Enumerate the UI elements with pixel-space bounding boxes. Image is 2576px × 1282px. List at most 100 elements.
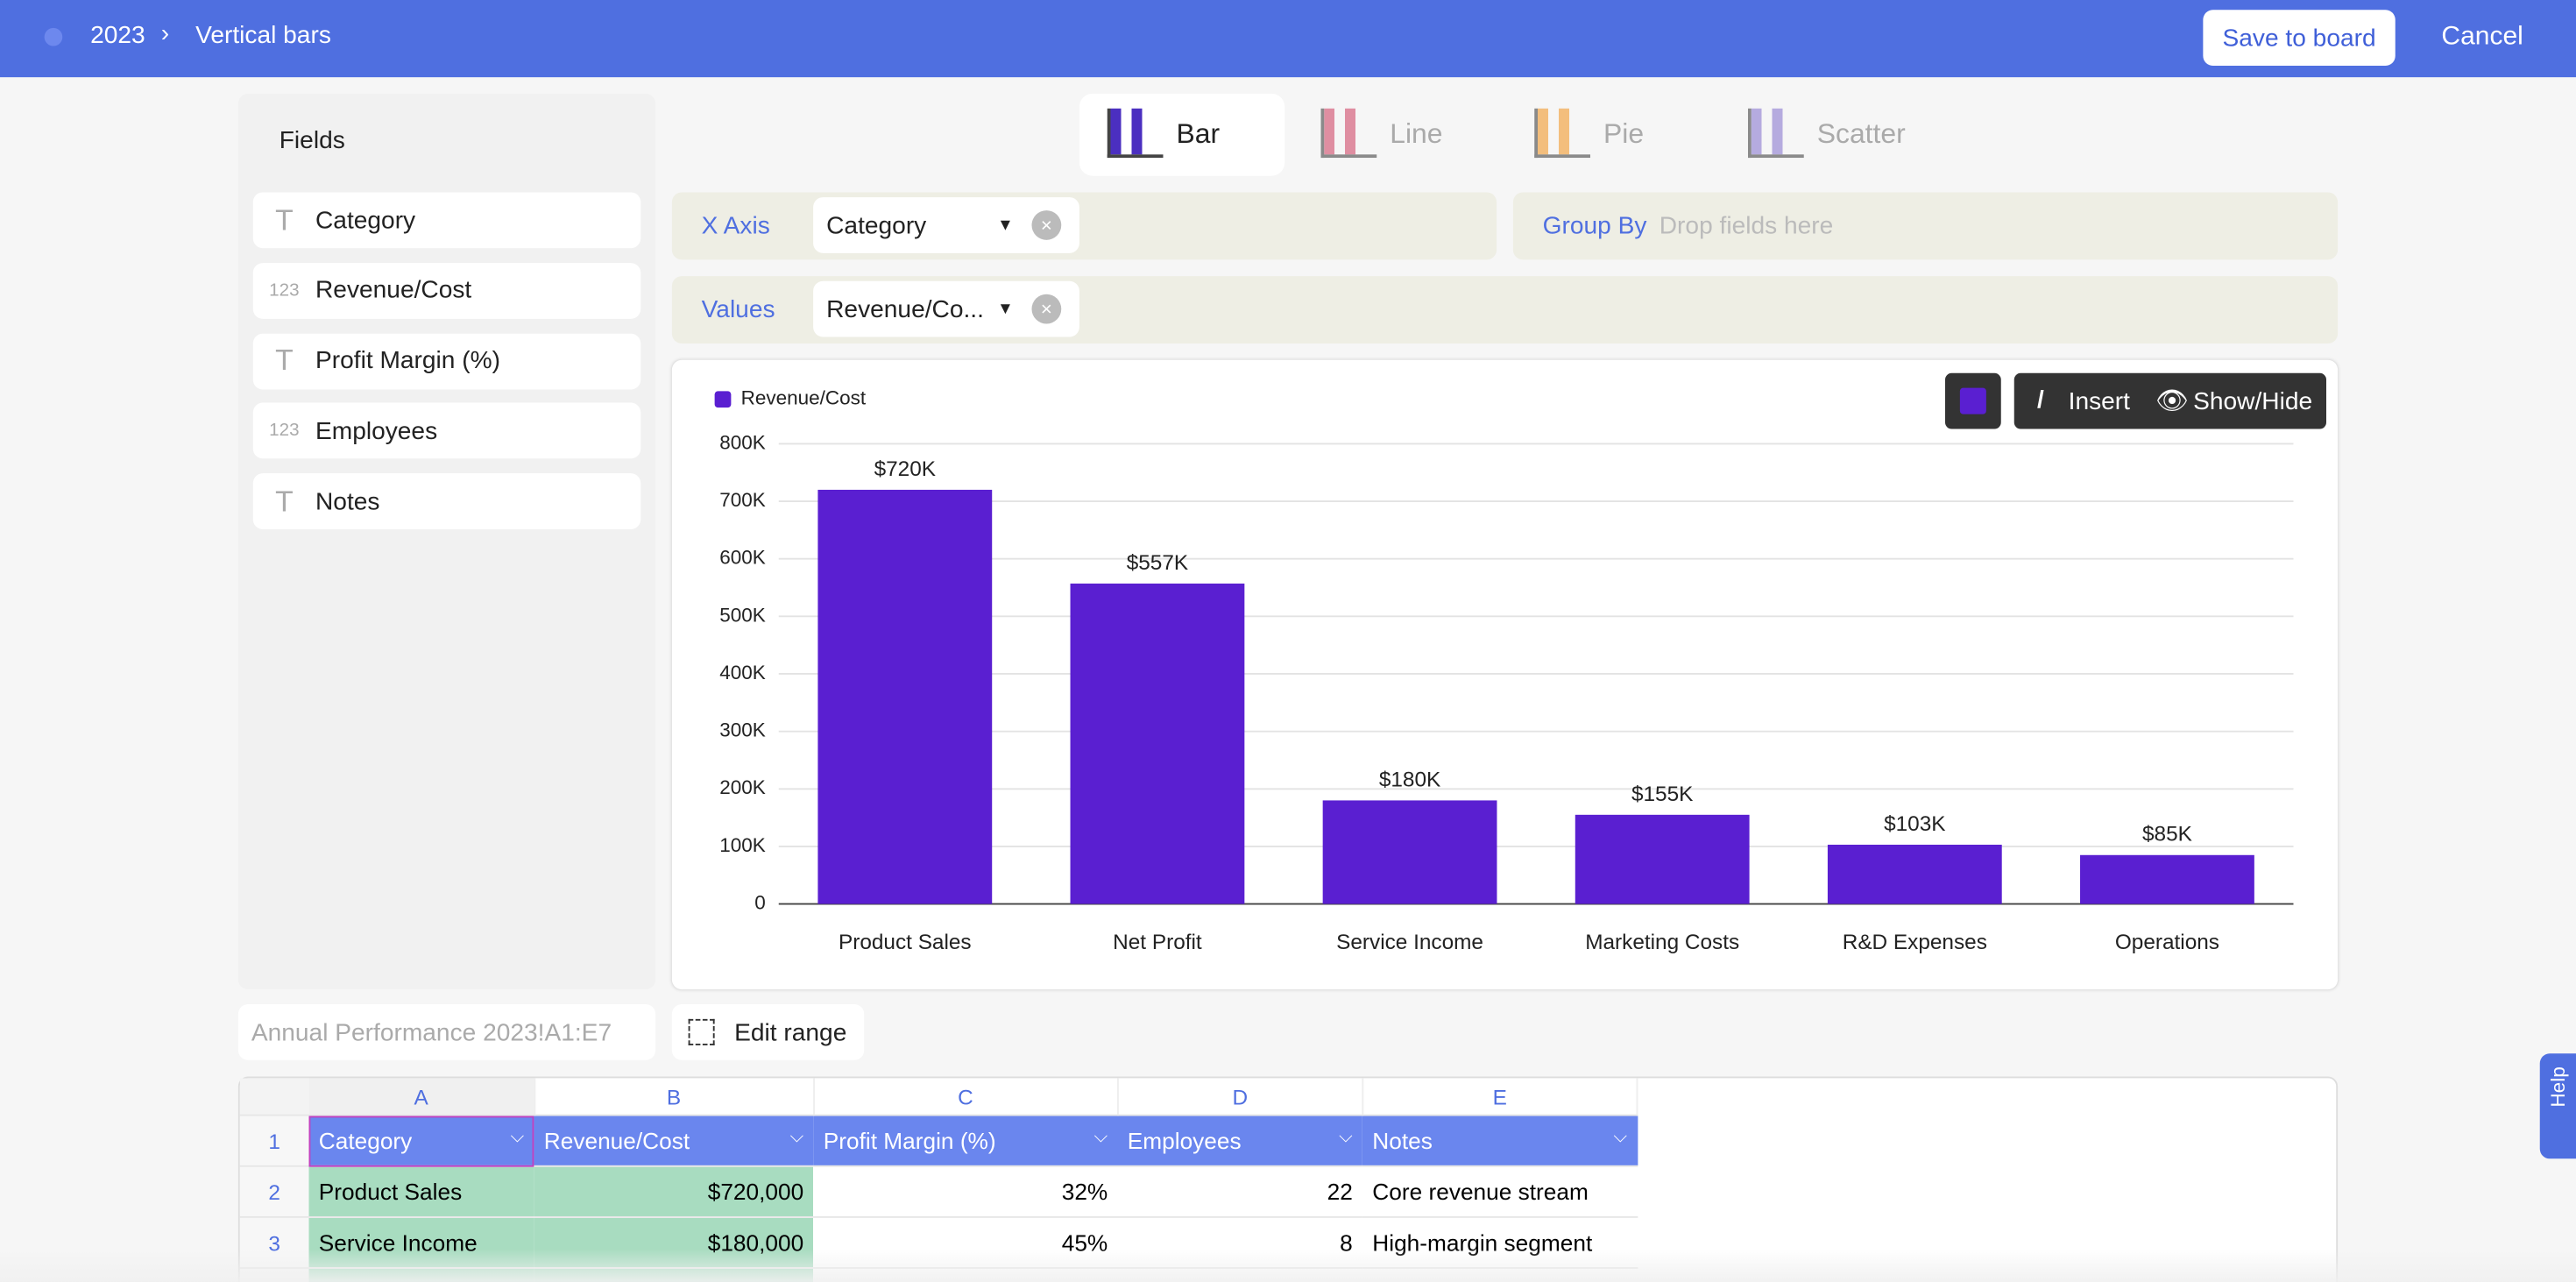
field[interactable]: 123 Revenue/Cost <box>252 262 641 319</box>
x-tick-label: Net Profit <box>1113 931 1202 954</box>
value-label: $155K <box>1631 783 1693 806</box>
x-axis-chip[interactable]: Category ▼ × <box>813 197 1079 253</box>
bar <box>1827 844 2002 904</box>
help-tab[interactable]: Help <box>2539 1053 2576 1159</box>
x-tick-label: Service Income <box>1336 931 1483 954</box>
y-tick-label: 500K <box>719 604 766 626</box>
y-tick-label: 400K <box>719 662 766 683</box>
field-name: Revenue/Cost <box>315 276 472 305</box>
chart-type-tab[interactable]: Scatter <box>1816 118 1906 150</box>
field-icon: 123 <box>269 421 300 442</box>
dropdown: ⌵ <box>1093 1127 1108 1148</box>
cancel-button[interactable]: Cancel <box>2441 23 2523 52</box>
column-letter: B <box>534 1078 815 1116</box>
group-by-placeholder: Drop fields here <box>1659 211 1834 240</box>
tab-icon <box>1534 108 1590 159</box>
tab-icon <box>1748 108 1804 159</box>
bar <box>1575 814 1750 904</box>
corner <box>239 1078 309 1116</box>
y-tick-label: 0 <box>754 892 766 914</box>
insert-button[interactable]: Insert <box>2068 387 2130 416</box>
field-name: Category <box>315 206 416 235</box>
range-input[interactable]: Annual Performance 2023!A1:E7 <box>237 1003 656 1060</box>
cell: Core revenue stream <box>1362 1165 1638 1218</box>
bar <box>1322 800 1497 904</box>
row-number: 1 <box>239 1115 309 1167</box>
x-tick-label: Marketing Costs <box>1585 931 1739 954</box>
bar <box>817 489 993 904</box>
row: 2 Product Sales $720,000 32% 22 Core revenue … <box>239 1165 1638 1218</box>
sheet-table: A B C D E 1 Category ⌵ Revenue/Cost ⌵ Profit Margi… <box>239 1078 1638 1282</box>
header-cell: Employees ⌵ <box>1117 1115 1363 1167</box>
y-tick-label: 600K <box>719 547 766 569</box>
chart-type-tab[interactable]: Pie <box>1603 118 1645 150</box>
cell: Product Sales <box>308 1165 534 1218</box>
value-label: $103K <box>1884 812 1945 836</box>
edit-range-button[interactable]: Edit range <box>671 1003 865 1060</box>
logo <box>44 27 63 46</box>
values-chip[interactable]: Revenue/Co... ▼ × <box>813 280 1079 337</box>
x-axis-zone <box>671 192 1497 260</box>
breadcrumb[interactable]: Vertical bars <box>195 21 331 50</box>
dropdown: ⌵ <box>1339 1127 1353 1148</box>
y-tick-label: 300K <box>719 719 766 741</box>
cell: 22 <box>1117 1165 1363 1218</box>
column-letter: D <box>1117 1078 1363 1116</box>
group-by-label: Group By <box>1542 211 1647 240</box>
chip-text: Category <box>826 211 927 239</box>
row-number: 2 <box>239 1165 309 1218</box>
chart: 0 100K 200K 300K 400K 500K 600K 700K 800K Revenue… <box>714 387 2294 954</box>
bar <box>2080 854 2254 904</box>
chart-toolbar: / Insert 👁 Show/Hide <box>2013 372 2326 429</box>
show-hide-button[interactable]: Show/Hide <box>2193 387 2313 416</box>
row: 1 Category ⌵ Revenue/Cost ⌵ Profit Margin (%)… <box>239 1115 1638 1167</box>
field[interactable]: 123 Employees <box>252 403 641 460</box>
value-label: $85K <box>2142 823 2192 846</box>
field-icon: T <box>275 202 294 237</box>
chart-card: 0 100K 200K 300K 400K 500K 600K 700K 800K Revenue… <box>671 359 2339 990</box>
field[interactable]: T Notes <box>252 473 641 530</box>
breadcrumb[interactable]: 2023 <box>90 21 145 50</box>
help-text: Help <box>2546 1066 2570 1108</box>
x-tick-label: Operations <box>2115 931 2219 954</box>
field-icon: T <box>275 484 294 518</box>
bar <box>1070 583 1245 904</box>
header-cell: Category ⌵ <box>308 1115 534 1167</box>
dropdown: ⌵ <box>1613 1127 1628 1148</box>
chart-type-tab[interactable]: Line <box>1390 118 1443 150</box>
values-label: Values <box>701 295 775 324</box>
chart-type-tab[interactable]: Bar <box>1176 118 1221 150</box>
top-bar: 2023 › Vertical bars Save to board Cance… <box>0 0 2576 78</box>
sheet: A B C D E 1 Category ⌵ Revenue/Cost ⌵ Profit Margi… <box>237 1076 2339 1282</box>
legend-swatch <box>714 391 732 408</box>
fields-title: Fields <box>279 126 345 155</box>
group-by-zone[interactable] <box>1512 192 2339 260</box>
dropdown: ⌵ <box>510 1127 525 1148</box>
field[interactable]: T Profit Margin (%) <box>252 332 641 389</box>
field-icon: T <box>275 344 294 377</box>
field-name: Employees <box>315 417 438 446</box>
dropdown: ⌵ <box>789 1127 804 1148</box>
y-tick-label: 700K <box>719 489 766 511</box>
field-name: Notes <box>315 487 380 516</box>
chip-text: Revenue/Co... <box>826 294 984 323</box>
column-letter: E <box>1362 1078 1638 1116</box>
header-cell: Notes ⌵ <box>1362 1115 1638 1167</box>
header-cell: Revenue/Cost ⌵ <box>534 1115 814 1167</box>
y-tick-label: 200K <box>719 776 766 798</box>
x-tick-label: Product Sales <box>839 931 972 954</box>
header-cell: Profit Margin (%) ⌵ <box>813 1115 1118 1167</box>
y-tick-label: 100K <box>719 834 766 856</box>
tab-icon <box>1320 108 1377 159</box>
value-label: $180K <box>1379 768 1440 791</box>
separator: › <box>160 19 170 48</box>
field[interactable]: T Category <box>252 192 641 249</box>
fade <box>0 1249 2576 1282</box>
value-label: $557K <box>1127 551 1188 575</box>
color-button[interactable] <box>1945 372 2001 429</box>
x-tick-label: R&D Expenses <box>1843 931 1987 954</box>
save-button[interactable]: Save to board <box>2203 10 2396 67</box>
